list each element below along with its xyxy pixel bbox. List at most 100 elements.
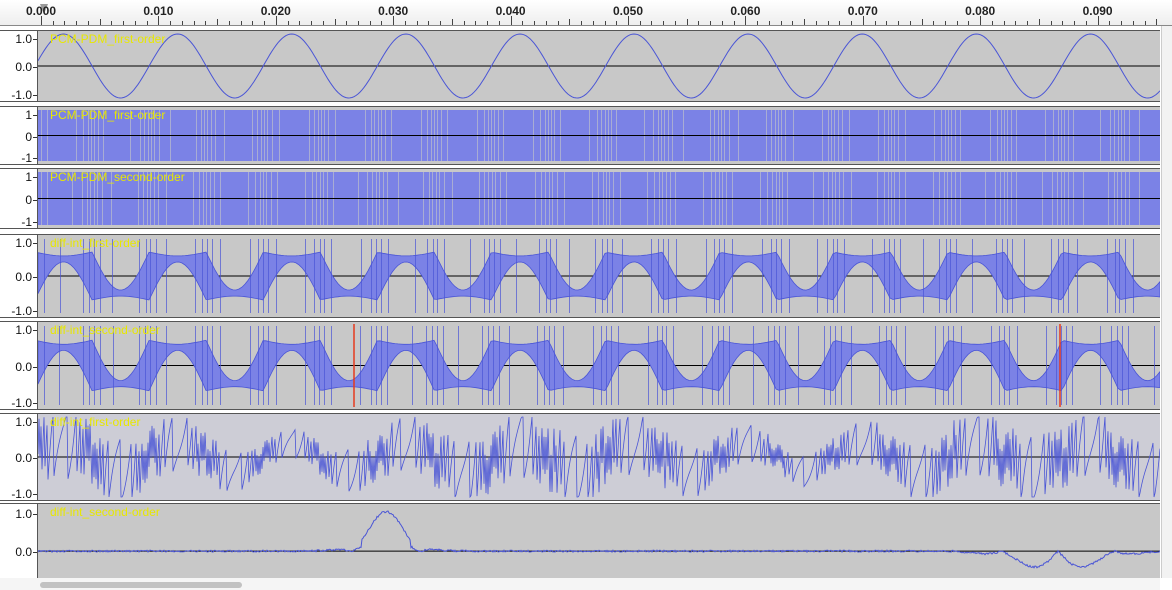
ruler-major-tick	[1097, 16, 1099, 25]
ruler-minor-tick	[193, 21, 195, 25]
ruler-minor-tick	[381, 21, 383, 25]
ruler-minor-tick	[170, 21, 172, 25]
ruler-minor-tick	[428, 21, 430, 25]
waveform-envelope	[38, 251, 1160, 301]
ruler-minor-tick	[956, 21, 958, 25]
amplitude-tick	[33, 177, 37, 178]
amplitude-label: 0.0	[15, 359, 32, 374]
ruler-minor-tick	[780, 21, 782, 25]
vertical-scrollbar[interactable]	[1161, 26, 1172, 578]
waveform-plot	[38, 33, 1160, 99]
ruler-minor-tick	[721, 21, 723, 25]
amplitude-label: 1.0	[15, 507, 32, 521]
amplitude-tick	[33, 67, 37, 68]
waveform-area[interactable]: diff-int_first-order	[38, 413, 1160, 501]
horizontal-scrollbar[interactable]	[0, 578, 1160, 590]
ruler-minor-tick	[1015, 21, 1017, 25]
ruler-tick-label: 0.030	[378, 4, 409, 18]
ruler-minor-tick	[498, 21, 500, 25]
amplitude-label: 1.0	[15, 323, 32, 337]
ruler-minor-tick	[87, 21, 89, 25]
ruler-minor-tick	[1074, 21, 1076, 25]
amplitude-tick	[33, 158, 37, 159]
waveform-plot	[38, 110, 1160, 161]
waveform-plot	[38, 415, 1160, 499]
ruler-minor-tick	[134, 21, 136, 25]
ruler-tick-label: 0.070	[847, 4, 878, 18]
amplitude-label: 0.0	[15, 270, 32, 284]
ruler-minor-tick	[616, 21, 618, 25]
ruler-minor-tick	[909, 21, 911, 25]
amplitude-tick	[33, 458, 37, 459]
ruler-minor-tick	[851, 21, 853, 25]
ruler-minor-tick	[534, 21, 536, 25]
ruler-major-tick	[275, 16, 277, 25]
ruler-minor-tick	[181, 21, 183, 25]
ruler-tick-label: 0.040	[495, 4, 526, 18]
waveform-area[interactable]: PCM-PDM_first-order	[38, 106, 1160, 165]
ruler-minor-tick	[1003, 21, 1005, 25]
ruler-major-tick	[41, 16, 42, 25]
waveform-area[interactable]: diff-int_second-order	[38, 503, 1160, 581]
ruler-minor-tick	[757, 21, 759, 25]
horizontal-scroll-thumb[interactable]	[40, 582, 242, 588]
ruler-minor-tick	[311, 21, 313, 25]
ruler-minor-tick	[839, 21, 841, 25]
waveform-plot	[38, 510, 1160, 569]
audio-track[interactable]: 1.0 0.0 -1.0 diff-int_first-order	[0, 234, 1160, 318]
amplitude-label: 1.0	[15, 415, 32, 429]
ruler-minor-tick	[487, 21, 489, 25]
ruler-minor-tick	[240, 21, 242, 25]
ruler-minor-tick	[569, 19, 571, 25]
amplitude-label: 1	[25, 170, 32, 184]
waveform-area[interactable]: PCM-PDM_second-order	[38, 168, 1160, 229]
amplitude-label: -1.0	[11, 396, 32, 410]
waveform-area[interactable]: diff-int_first-order	[38, 234, 1160, 318]
ruler-minor-tick	[217, 19, 219, 25]
track-amplitude-ruler: 1.0 0.0 -1.0	[0, 321, 38, 410]
amplitude-tick	[33, 366, 37, 368]
audio-track[interactable]: 1.0 0.0 -1.0 diff-int_first-order	[0, 413, 1160, 501]
ruler-minor-tick	[1062, 21, 1064, 25]
ruler-minor-tick	[944, 21, 946, 25]
track-amplitude-ruler: 1 0 -1	[0, 168, 38, 229]
ruler-minor-tick	[1038, 19, 1040, 25]
ruler-minor-tick	[264, 21, 266, 25]
amplitude-label: 0.0	[15, 451, 32, 465]
amplitude-tick	[33, 222, 37, 223]
waveform-area[interactable]: PCM-PDM_first-order	[38, 30, 1160, 102]
ruler-minor-tick	[592, 21, 594, 25]
amplitude-label: 1.0	[15, 236, 32, 250]
ruler-minor-tick	[827, 21, 829, 25]
amplitude-tick	[33, 95, 37, 96]
audio-track[interactable]: 1.0 0.0 -1.0 diff-int_second-order	[0, 321, 1160, 410]
audio-track[interactable]: 1 0 -1 PCM-PDM_first-order	[0, 106, 1160, 165]
amplitude-tick	[33, 136, 37, 138]
audio-track[interactable]: 1 0 -1 PCM-PDM_second-order	[0, 168, 1160, 229]
ruler-minor-tick	[968, 21, 970, 25]
track-amplitude-ruler: 1 0 -1	[0, 106, 38, 165]
amplitude-label: -1	[21, 215, 32, 229]
ruler-minor-tick	[815, 21, 817, 25]
waveform-area[interactable]: diff-int_second-order	[38, 321, 1160, 410]
audio-track[interactable]: 1.0 0.0 -1.0 PCM-PDM_first-order	[0, 30, 1160, 102]
amplitude-label: -1.0	[11, 88, 32, 102]
amplitude-label: 0.0	[15, 545, 32, 560]
waveform-line	[38, 415, 1160, 499]
ruler-major-tick	[628, 16, 629, 25]
ruler-minor-tick	[886, 21, 888, 25]
ruler-minor-tick	[451, 19, 453, 25]
ruler-minor-tick	[322, 21, 324, 25]
amplitude-tick	[33, 311, 37, 312]
ruler-minor-tick	[346, 21, 348, 25]
amplitude-label: 1.0	[15, 32, 32, 46]
ruler-minor-tick	[299, 21, 301, 25]
audio-track[interactable]: 1.0 0.0 diff-int_second-order	[0, 503, 1160, 581]
amplitude-tick	[33, 494, 37, 495]
timeline-ruler[interactable]: 0.000 0.010 0.020 0.030 0.040 0.050 0.060 0.070…	[0, 0, 1172, 26]
track-amplitude-ruler: 1.0 0.0 -1.0	[0, 30, 38, 102]
playhead-marker[interactable]	[40, 4, 48, 14]
track-amplitude-ruler: 1.0 0.0	[0, 503, 38, 581]
ruler-minor-tick	[674, 21, 676, 25]
ruler-minor-tick	[545, 21, 547, 25]
